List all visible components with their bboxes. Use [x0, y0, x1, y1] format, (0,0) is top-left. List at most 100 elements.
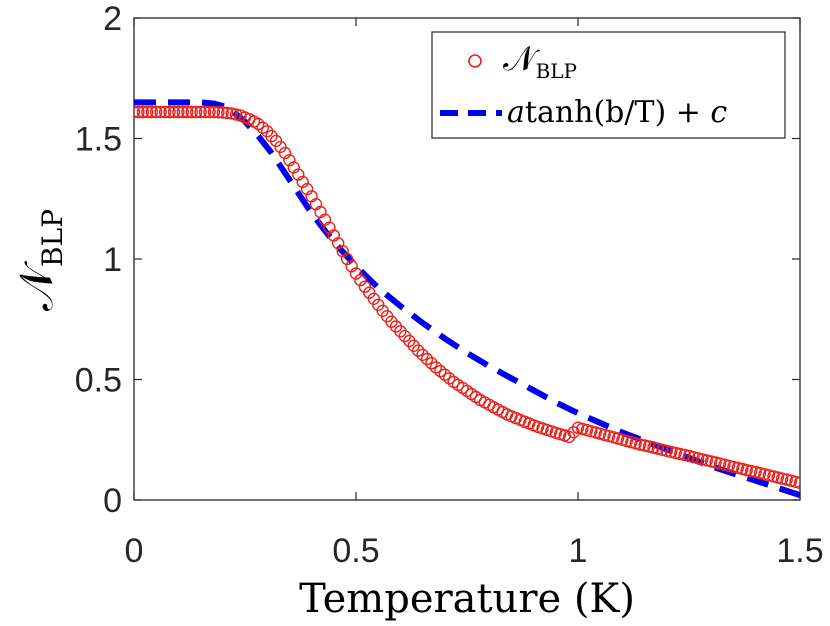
series-blp-point [682, 449, 696, 463]
series-blp-point [700, 454, 713, 467]
series-blp-point [149, 105, 163, 119]
series-blp-point [172, 105, 185, 119]
series-blp-point [185, 105, 198, 119]
series-blp-point [651, 442, 665, 455]
series-blp-point [642, 440, 656, 453]
series-blp-point [349, 267, 363, 280]
series-blp-point [705, 455, 718, 468]
series-blp-point [629, 437, 642, 450]
series-blp-point [256, 121, 269, 134]
series-blp-point [722, 459, 736, 472]
series-fit-line [134, 99, 800, 499]
series-blp-point [669, 446, 682, 460]
x-tick-label: 1.5 [776, 532, 823, 570]
x-axis-label: Temperature (K) [299, 576, 635, 622]
series-blp-point [585, 425, 598, 438]
series-blp-point [607, 431, 620, 444]
series-blp-point [229, 108, 243, 121]
series-blp-point [647, 441, 660, 454]
series-blp-point [278, 146, 292, 160]
series-blp-point [220, 106, 234, 120]
y-axis-label: 𝒩BLP [9, 209, 69, 311]
series-blp-point [412, 344, 425, 357]
series-blp-point [438, 368, 451, 381]
series-blp-point [207, 105, 221, 119]
legend-box [431, 31, 786, 139]
series-blp-point [713, 457, 727, 470]
series-blp-point [634, 438, 647, 451]
series-blp-point [758, 468, 771, 481]
series-blp-point [620, 434, 633, 448]
series-blp-point [167, 105, 181, 119]
series-blp-point [736, 462, 749, 476]
series-blp-point [189, 105, 203, 119]
series-blp-point [296, 175, 309, 189]
y-axis-label-sub: BLP [36, 209, 69, 267]
x-tick-label: 0 [125, 532, 144, 570]
legend: 𝒩BLP atanh(b/T) + c [431, 31, 786, 139]
series-blp-point [718, 458, 731, 471]
series-blp-point [767, 470, 780, 483]
series-blp-point [784, 474, 798, 487]
series-blp-point [154, 105, 167, 119]
series-blp-point [740, 463, 753, 477]
y-tick-label: 1.5 [75, 121, 122, 159]
series-blp-point [687, 450, 700, 464]
y-axis-label-base: 𝒩 [9, 260, 63, 311]
series-blp-point [134, 105, 145, 119]
series-blp-point [141, 105, 154, 119]
series-blp-point [656, 443, 669, 456]
series-blp-point [665, 445, 678, 459]
series-blp-point [287, 161, 300, 174]
series-blp-point [780, 473, 793, 486]
series-blp-point [176, 105, 190, 119]
series-blp-point [709, 456, 722, 469]
series-blp-point [789, 475, 800, 488]
series-blp-point [145, 105, 159, 119]
series-layer [134, 99, 800, 499]
series-blp-point [745, 464, 758, 478]
series-blp-point [567, 426, 580, 439]
series-blp-point [771, 471, 784, 484]
axis-ticks: 0 0.5 1 1.5 0 0.5 1 1.5 2 [75, 0, 824, 570]
legend-label-blp: 𝒩BLP [503, 39, 577, 83]
series-blp-point [762, 469, 776, 482]
x-tick-label: 0.5 [332, 532, 379, 570]
series-blp-point [673, 447, 687, 461]
svg-text:𝒩BLP: 𝒩BLP [9, 209, 69, 311]
series-blp-point [198, 105, 212, 119]
series-blp-point [776, 472, 789, 485]
series-blp-point [416, 348, 429, 361]
series-blp-point [283, 153, 296, 167]
series-blp-point [134, 105, 141, 119]
series-blp-point [434, 364, 447, 378]
series-blp-point [793, 476, 800, 490]
series-blp-point [691, 452, 705, 465]
series-blp-point [749, 465, 762, 479]
series-blp-point [425, 357, 438, 370]
y-tick-label: 2 [103, 0, 122, 38]
series-blp-point [216, 106, 230, 119]
series-blp-point [225, 107, 238, 120]
series-blp-point [354, 273, 367, 287]
series-blp-point [660, 444, 673, 457]
series-blp-point [598, 428, 611, 442]
series-blp-point [696, 453, 709, 466]
series-blp-point [203, 105, 216, 119]
legend-marker-blp [468, 54, 482, 68]
series-blp-point [727, 460, 740, 474]
y-tick-label: 0.5 [75, 362, 122, 400]
legend-label-fit: atanh(b/T) + c [507, 95, 727, 130]
series-blp-point [136, 105, 150, 119]
series-blp-point [163, 105, 176, 119]
series-blp-point [638, 439, 651, 452]
series-blp-point [194, 105, 207, 119]
series-blp-point [181, 105, 194, 119]
y-tick-label: 1 [103, 241, 122, 279]
y-tick-label: 0 [103, 482, 122, 520]
series-blp-point [576, 422, 589, 436]
series-blp-point [678, 448, 691, 462]
series-blp-point [753, 466, 767, 480]
series-blp-point [345, 260, 358, 273]
